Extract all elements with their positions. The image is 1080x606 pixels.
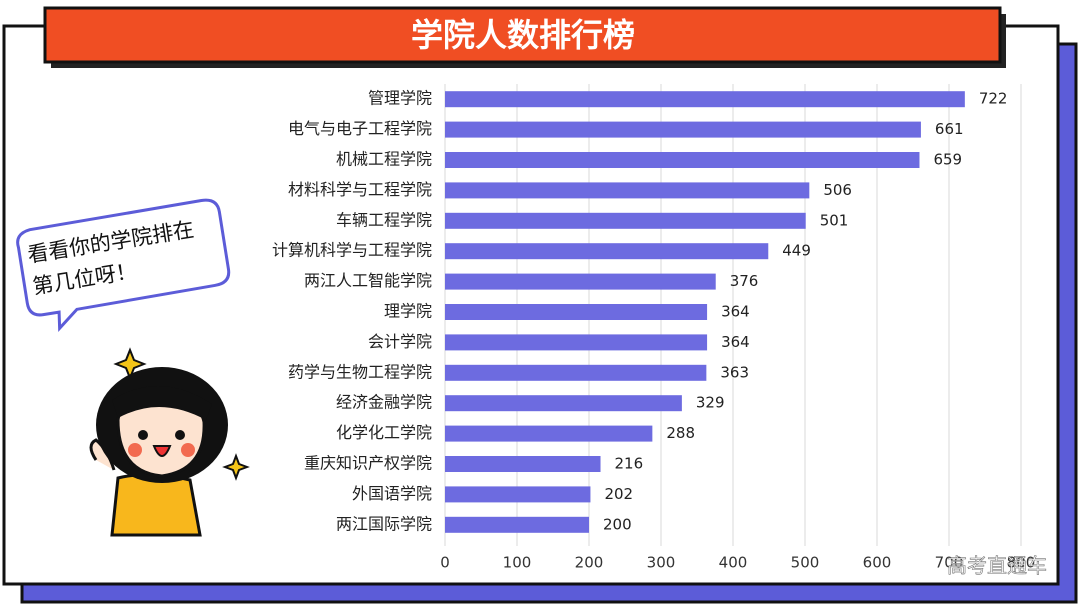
y-tick-label: 车辆工程学院 — [336, 210, 432, 229]
x-tick-label: 100 — [503, 554, 532, 572]
bar — [445, 304, 708, 320]
bar — [445, 425, 653, 442]
value-label: 363 — [720, 363, 749, 381]
bar — [445, 364, 707, 381]
value-label: 506 — [823, 181, 852, 199]
y-tick-label: 机械工程学院 — [336, 150, 432, 169]
x-tick-label: 700 — [935, 554, 964, 572]
value-label: 449 — [782, 242, 811, 260]
value-label: 659 — [933, 151, 962, 169]
y-tick-label: 经济金融学院 — [336, 393, 432, 412]
bubble-shape — [16, 198, 231, 333]
y-tick-label: 两江人工智能学院 — [304, 271, 432, 290]
value-label: 200 — [603, 515, 632, 533]
bar — [445, 152, 920, 168]
bar — [445, 334, 708, 351]
y-tick-label: 理学院 — [384, 302, 432, 321]
bar — [445, 486, 591, 503]
character — [89, 347, 250, 537]
speech-bubble: 看看你的学院排在 第几位呀！ — [16, 198, 231, 333]
x-tick-label: 0 — [440, 554, 450, 572]
bar — [445, 456, 601, 472]
y-tick-label: 药学与生物工程学院 — [288, 362, 432, 381]
value-label: 364 — [721, 333, 750, 351]
y-tick-label: 会计学院 — [368, 332, 432, 351]
y-tick-label: 两江国际学院 — [336, 514, 432, 533]
value-label: 216 — [615, 455, 644, 473]
y-tick-label: 外国语学院 — [352, 484, 432, 503]
value-label: 661 — [935, 120, 964, 138]
y-tick-label: 管理学院 — [368, 89, 432, 108]
value-label: 364 — [721, 303, 750, 321]
bar — [445, 395, 682, 412]
bar — [445, 243, 769, 260]
x-tick-label: 200 — [575, 554, 604, 572]
title-banner — [43, 6, 1002, 64]
value-label: 329 — [696, 394, 725, 412]
x-tick-label: 400 — [719, 554, 748, 572]
value-label: 722 — [979, 90, 1008, 108]
x-tick-label: 600 — [863, 554, 892, 572]
value-label: 288 — [666, 424, 695, 442]
y-tick-label: 化学化工学院 — [336, 423, 432, 442]
bar — [445, 121, 921, 138]
chart-title: 学院人数排行榜 — [411, 16, 635, 54]
bar — [445, 91, 965, 108]
bar — [445, 182, 810, 199]
x-tick-label: 800 — [1007, 554, 1036, 572]
x-tick-label: 300 — [647, 554, 676, 572]
bar — [445, 516, 589, 533]
y-tick-label: 电气与电子工程学院 — [288, 119, 432, 138]
y-tick-label: 计算机科学与工程学院 — [272, 241, 432, 260]
y-tick-label: 材料科学与工程学院 — [288, 180, 432, 199]
value-label: 376 — [730, 272, 759, 290]
bar — [445, 273, 716, 290]
value-label: 202 — [604, 485, 633, 503]
bar — [445, 212, 806, 229]
watermark: 高考直通车 — [947, 554, 1047, 578]
y-tick-label: 重庆知识产权学院 — [304, 454, 432, 473]
value-label: 501 — [820, 211, 849, 229]
x-tick-label: 500 — [791, 554, 820, 572]
